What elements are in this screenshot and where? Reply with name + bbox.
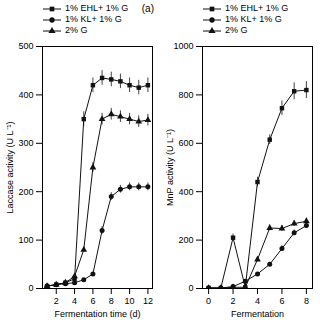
svg-text:10: 10 [125, 296, 135, 306]
svg-text:2: 2 [231, 296, 236, 306]
svg-text:MnP activity (U L⁻¹): MnP activity (U L⁻¹) [165, 129, 175, 206]
svg-text:500: 500 [18, 41, 33, 51]
svg-text:2: 2 [54, 296, 59, 306]
html-text:(a): (a) [141, 3, 154, 14]
html-text:2% G: 2% G [65, 25, 88, 35]
svg-text:200: 200 [18, 187, 33, 197]
html-text:1% EHL+ 1% G: 1% EHL+ 1% G [225, 3, 289, 13]
svg-text:400: 400 [18, 90, 33, 100]
svg-text:4: 4 [72, 296, 77, 306]
svg-text:8: 8 [109, 296, 114, 306]
svg-text:4: 4 [255, 296, 260, 306]
svg-text:1000: 1000 [173, 41, 193, 51]
svg-text:100: 100 [18, 235, 33, 245]
html-text:1% EHL+ 1% G: 1% EHL+ 1% G [65, 3, 129, 13]
svg-text:8: 8 [304, 296, 309, 306]
svg-text:0: 0 [28, 283, 33, 293]
html-text:2% G: 2% G [225, 25, 248, 35]
svg-text:Fermentation: Fermentation [231, 309, 284, 319]
svg-text:Fermentation time (d): Fermentation time (d) [54, 309, 140, 319]
svg-text:12: 12 [143, 296, 153, 306]
html-text:1% KL+ 1% G: 1% KL+ 1% G [65, 14, 122, 24]
svg-text:200: 200 [178, 235, 193, 245]
svg-text:0: 0 [206, 296, 211, 306]
svg-text:6: 6 [279, 296, 284, 306]
svg-text:800: 800 [178, 90, 193, 100]
svg-text:300: 300 [18, 138, 33, 148]
svg-text:400: 400 [178, 187, 193, 197]
svg-text:600: 600 [178, 138, 193, 148]
svg-text:Laccase activity (U L⁻¹): Laccase activity (U L⁻¹) [5, 121, 15, 213]
svg-text:6: 6 [90, 296, 95, 306]
svg-text:0: 0 [188, 283, 193, 293]
html-text:1% KL+ 1% G: 1% KL+ 1% G [225, 14, 282, 24]
